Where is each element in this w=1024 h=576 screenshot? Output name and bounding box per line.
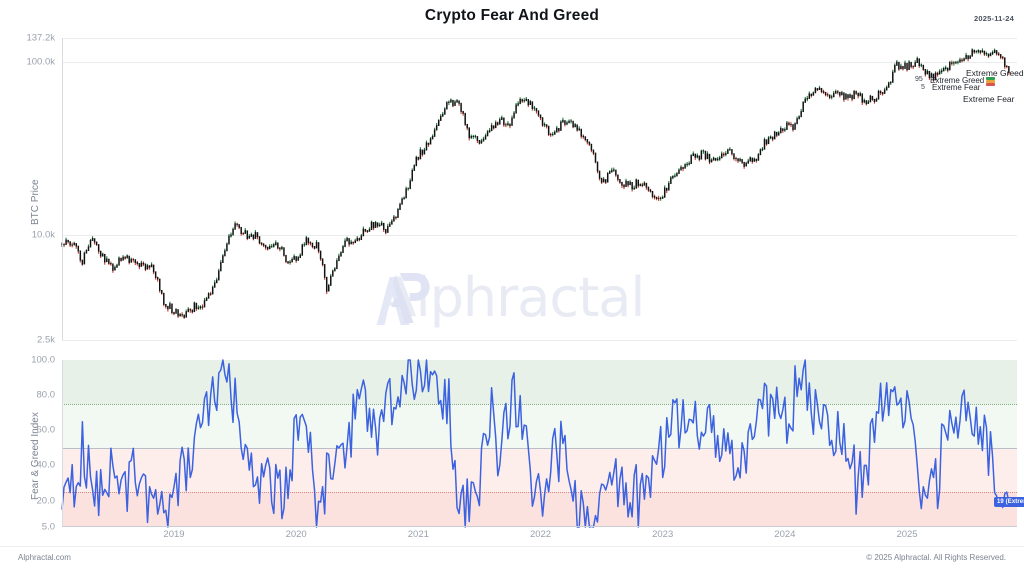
footer-site-link[interactable]: Alphractal.com — [18, 553, 71, 562]
y-tick-label: 137.2k — [26, 32, 55, 44]
x-tick-label: 2025 — [896, 529, 918, 540]
gridline — [62, 61, 1017, 63]
price-annotation: Extreme Greed — [930, 76, 985, 85]
fgi-plot-border — [62, 360, 1017, 527]
y-tick-label: 60.0 — [36, 424, 56, 436]
reference-line-75 — [62, 403, 1017, 405]
price-annotation: Extreme Fear — [963, 94, 1015, 104]
reference-line-50 — [62, 447, 1017, 449]
as-of-date: 2025-11-24 — [974, 14, 1014, 23]
reference-line-25 — [62, 491, 1017, 493]
price-chart-panel[interactable] — [61, 38, 1017, 341]
annotation-marker — [986, 80, 995, 83]
footer-copyright: © 2025 Alphractal. All Rights Reserved. — [866, 553, 1006, 562]
page-title: Crypto Fear And Greed — [424, 7, 600, 24]
x-tick-label: 2022 — [529, 529, 552, 540]
y-tick-label: 2.5k — [37, 334, 55, 346]
x-tick-label: 2021 — [407, 529, 429, 540]
y-tick-label: 20.0 — [36, 495, 56, 507]
annotation-marker — [986, 83, 995, 86]
gridline — [62, 340, 1017, 341]
fear-greed-line — [61, 359, 1010, 528]
annotation-marker — [986, 77, 995, 80]
x-tick-label: 2024 — [774, 529, 796, 540]
y-tick-label: 80.0 — [36, 389, 56, 401]
status-badge[interactable]: 19 (Extreme Fear) — [994, 497, 1024, 508]
price-annotation: 5 — [921, 84, 925, 91]
btc-price-candles — [61, 48, 1010, 319]
fear-greed-series-path — [61, 359, 1010, 528]
x-tick-label: 2020 — [285, 529, 307, 540]
price-annotation: 95 — [915, 76, 923, 83]
footer-divider — [0, 546, 1024, 547]
x-tick-label: 2019 — [163, 529, 185, 540]
y-axis-ticks-price: 2.5k 10.0k 100.0k 137.2k — [0, 0, 60, 576]
gridline — [62, 38, 1017, 39]
band-greed — [62, 403, 1017, 448]
price-annotation: Extreme Fear — [932, 83, 981, 92]
y-axis-ticks-fgi: 5.0 20.0 40.0 60.0 80.0 100.0 — [0, 0, 60, 576]
fear-greed-chart-panel[interactable] — [61, 359, 1017, 528]
price-annotation: Extreme Greed — [966, 68, 1024, 78]
price-plot-border — [62, 38, 1017, 340]
y-tick-label: 5.0 — [41, 521, 55, 533]
x-tick-label: 2023 — [652, 529, 674, 540]
y-tick-label: 100.0 — [31, 354, 55, 366]
band-extreme-fear — [62, 491, 1017, 527]
gridline — [62, 235, 1017, 237]
y-tick-label: 100.0k — [26, 56, 55, 68]
y-tick-label: 40.0 — [36, 459, 56, 471]
y-tick-label: 10.0k — [31, 229, 55, 241]
